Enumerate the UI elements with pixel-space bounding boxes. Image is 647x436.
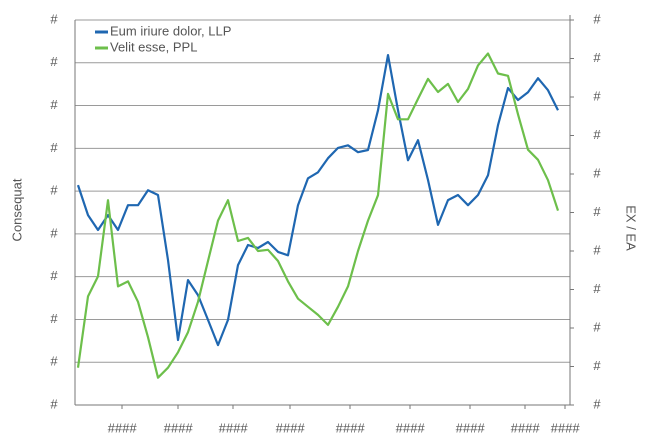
y2-axis-label: EX / EA — [624, 205, 639, 251]
x-tick-label: #### — [108, 420, 138, 435]
x-tick-label: #### — [219, 420, 249, 435]
x-tick-label: #### — [276, 420, 306, 435]
y-tick-label: # — [50, 54, 58, 69]
x-tick-label: #### — [336, 420, 366, 435]
x-tick-label: #### — [164, 420, 194, 435]
x-tick-label: #### — [456, 420, 486, 435]
y-tick-label: # — [50, 140, 58, 155]
y2-tick-label: # — [593, 319, 601, 334]
y2-tick-label: # — [593, 242, 601, 257]
y2-tick-label: # — [593, 281, 601, 296]
y-tick-label: # — [50, 268, 58, 283]
y-tick-label: # — [50, 225, 58, 240]
y-axis-label: Consequat — [9, 178, 24, 241]
x-tick-label: #### — [511, 420, 541, 435]
y2-tick-label: # — [593, 396, 601, 411]
legend-label: Eum iriure dolor, LLP — [110, 23, 231, 38]
y-tick-label: # — [50, 11, 58, 26]
legend-label: Velit esse, PPL — [110, 39, 197, 54]
y-tick-label: # — [50, 183, 58, 198]
y2-tick-label: # — [593, 127, 601, 142]
y2-tick-label: # — [593, 50, 601, 65]
x-tick-label: #### — [551, 420, 581, 435]
series-line — [76, 52, 560, 379]
y-tick-label: # — [50, 396, 58, 411]
y2-tick-label: # — [593, 165, 601, 180]
y-tick-label: # — [50, 354, 58, 369]
y2-tick-label: # — [593, 88, 601, 103]
y-tick-label: # — [50, 311, 58, 326]
series-line — [76, 54, 559, 347]
y2-tick-label: # — [593, 11, 601, 26]
x-tick-label: #### — [396, 420, 426, 435]
y2-tick-label: # — [593, 204, 601, 219]
y-tick-label: # — [50, 97, 58, 112]
y2-tick-label: # — [593, 358, 601, 373]
